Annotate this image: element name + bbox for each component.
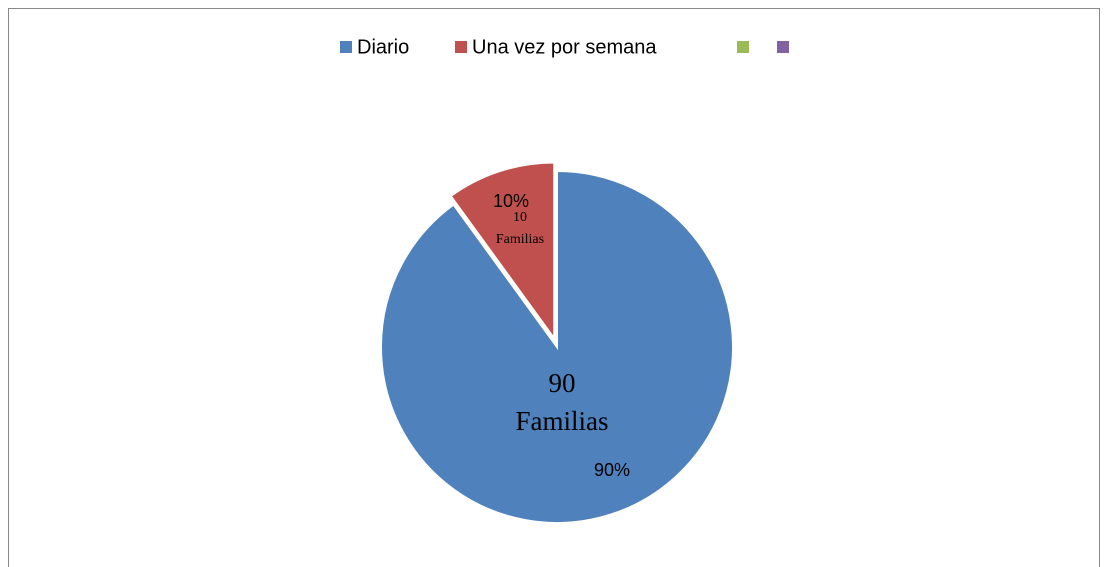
- data-label: 90%: [594, 460, 630, 480]
- pie-slice: [449, 161, 556, 342]
- legend-swatch: [777, 41, 789, 53]
- annotation: Familias: [496, 232, 544, 247]
- data-label: 10%: [493, 191, 529, 211]
- legend-label: Una vez por semana: [472, 36, 657, 58]
- legend-swatch: [737, 41, 749, 53]
- legend-swatch: [340, 41, 352, 53]
- annotation: 10: [513, 210, 527, 225]
- annotation: 90: [549, 368, 576, 398]
- annotation: Familias: [516, 406, 609, 436]
- legend-swatch: [455, 41, 467, 53]
- pie-slice: [380, 169, 734, 524]
- legend-label: Diario: [357, 36, 409, 58]
